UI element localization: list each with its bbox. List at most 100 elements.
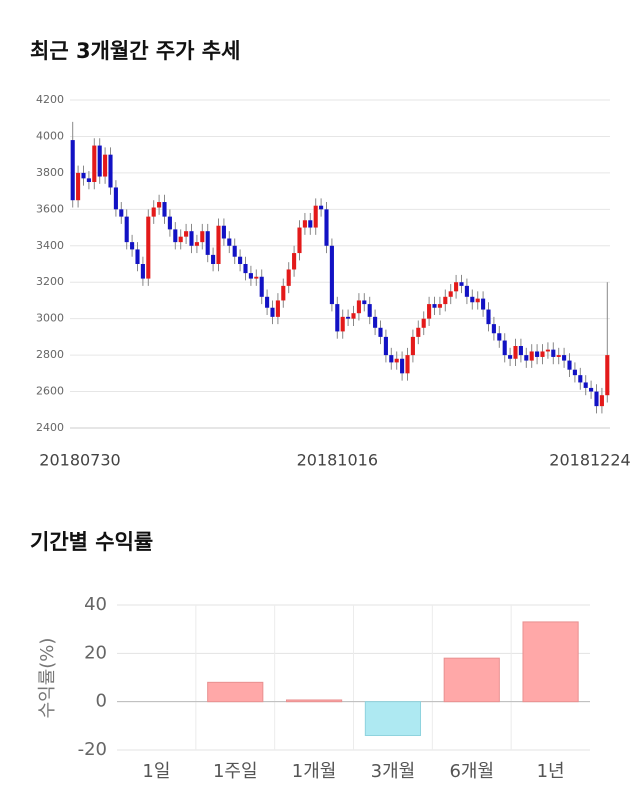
candle-body (227, 238, 232, 246)
candle-body (184, 231, 189, 237)
candle-body (362, 300, 367, 305)
candle-body (410, 336, 415, 356)
candle-body (119, 209, 124, 217)
candle-body (475, 298, 480, 303)
candle-body (113, 187, 118, 210)
x-tick-label: 1년 (537, 761, 565, 782)
candle-body (248, 273, 253, 279)
candle-body (254, 276, 259, 279)
candle-body (130, 242, 135, 250)
candle-body (535, 351, 540, 357)
y-tick-label: 40 (84, 594, 107, 615)
x-tick-label: 20181224 (549, 451, 630, 470)
candle-body (454, 282, 459, 292)
candle-body (265, 296, 270, 308)
candle-body (443, 296, 448, 305)
x-tick-label: 1일 (142, 761, 170, 782)
candle-body (313, 205, 318, 228)
candle-body (400, 358, 405, 374)
x-tick-label: 1개월 (292, 761, 337, 782)
x-tick-label: 6개월 (449, 761, 494, 782)
candle-body (335, 304, 340, 332)
candle-body (567, 360, 572, 370)
candle-body (432, 304, 437, 308)
candle-body (594, 391, 599, 407)
candle-body (437, 304, 442, 308)
candle-body (151, 207, 156, 217)
candle-body (378, 327, 383, 337)
bar (207, 681, 264, 703)
bar (522, 621, 579, 703)
candle-body (405, 355, 410, 374)
candle-body (297, 227, 302, 254)
candle-body (508, 355, 513, 359)
candle-body (140, 264, 145, 279)
candle-body (76, 172, 81, 201)
candle-body (238, 256, 243, 264)
candle-body (605, 355, 610, 396)
candle-body (292, 253, 297, 270)
candle-body (178, 236, 183, 243)
candle-body (416, 327, 421, 337)
y-tick-label: -20 (78, 739, 107, 760)
candle-body (329, 245, 334, 305)
candle-body (524, 355, 529, 361)
candle-body (81, 172, 86, 179)
candle-body (146, 216, 151, 279)
candle-body (599, 395, 604, 407)
candle-body (124, 216, 129, 243)
candle-body (556, 355, 561, 357)
candle-body (346, 316, 351, 319)
candle-body (103, 154, 108, 177)
candle-body (459, 282, 464, 286)
y-tick-label: 3800 (36, 166, 64, 179)
candle-body (562, 355, 567, 361)
candle-body (324, 209, 329, 246)
y-tick-label: 4000 (36, 129, 64, 142)
y-tick-label: 0 (96, 691, 107, 712)
y-tick-label: 20 (84, 642, 107, 663)
bar (443, 657, 500, 703)
candle-body (540, 351, 545, 357)
candle-body (583, 382, 588, 388)
bar (285, 699, 343, 703)
y-tick-label: 4200 (36, 93, 64, 106)
candle-body (200, 231, 205, 243)
candle-body (286, 269, 291, 286)
candle-body (529, 351, 534, 361)
candle-body (97, 145, 102, 177)
candle-body (86, 178, 91, 182)
candle-body (162, 202, 167, 217)
y-tick-label: 3400 (36, 239, 64, 252)
candle-body (205, 231, 210, 255)
chart-title: 기간별 수익률 (30, 530, 153, 554)
candle-body (232, 245, 237, 257)
x-tick-label: 3개월 (371, 761, 416, 782)
candle-body (356, 300, 361, 314)
candle-body (216, 225, 221, 264)
chart-title: 최근 3개월간 주가 추세 (30, 39, 240, 63)
candle-body (448, 291, 453, 297)
y-tick-label: 3200 (36, 275, 64, 288)
y-axis-label: 수익률(%) (37, 638, 58, 719)
candle-body (491, 324, 496, 334)
candle-body (572, 369, 577, 376)
candle-body (470, 296, 475, 303)
candle-body (502, 340, 507, 356)
candle-body (281, 285, 286, 301)
candle-body (578, 375, 583, 383)
candle-body (464, 285, 469, 297)
candle-body (351, 313, 356, 319)
x-tick-label: 20181016 (297, 451, 378, 470)
y-tick-label: 3600 (36, 202, 64, 215)
candle-body (243, 264, 248, 274)
candle-body (367, 304, 372, 317)
x-tick-label: 1주일 (213, 761, 258, 782)
candle-body (513, 346, 518, 359)
candle-body (189, 231, 194, 246)
bar (364, 701, 422, 737)
candle-body (383, 336, 388, 356)
candle-body (551, 349, 556, 357)
candle-body (421, 318, 426, 328)
candle-body (167, 216, 172, 230)
